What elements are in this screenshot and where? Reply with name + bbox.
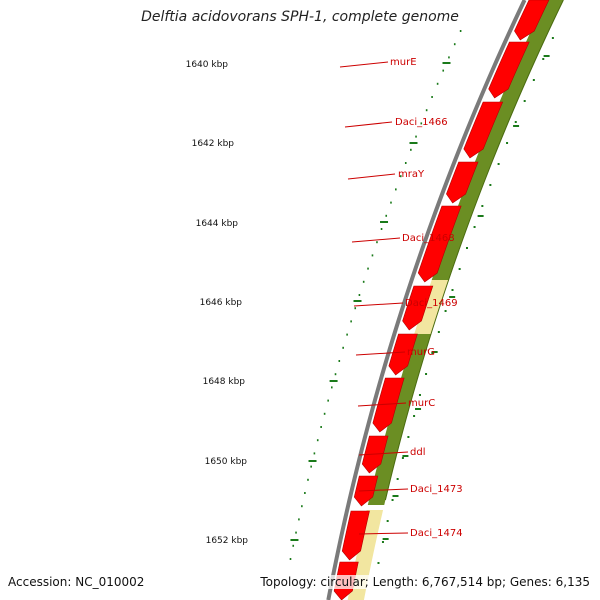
gene-label-murE: murE [390,57,417,68]
cds-arrow [417,205,462,283]
label-leader-line [355,351,406,356]
accession-text: Accession: NC_010002 [8,575,145,589]
gene-label-daci-1473: Daci_1473 [410,484,463,495]
gene-label-daci-1474: Daci_1474 [410,528,463,539]
gene-labels: murE Daci_1466 mraY Daci_1468 Daci_1469 … [339,57,463,539]
gene-label-daci-1468: Daci_1468 [402,233,455,244]
scale-label: 1640 kbp [186,60,229,70]
gene-label-daci-1466: Daci_1466 [395,117,448,128]
cog-segment [414,280,449,334]
cds-arrow [446,161,479,204]
gene-label-daci-1469: Daci_1469 [405,298,458,309]
map-title: Delftia acidovorans SPH-1, complete geno… [141,9,459,25]
cds-arrow [388,333,418,376]
scale-label: 1650 kbp [205,457,248,467]
gene-ticks [377,37,554,564]
label-leader-line [351,237,401,243]
gene-label-ddl: ddl [410,447,425,458]
cds-arrow [463,101,504,159]
label-leader-line [353,302,404,307]
topology-text: Topology: circular; Length: 6,767,514 bp… [260,575,590,589]
cds-arrow [372,377,405,433]
label-leader-line [344,121,393,128]
cog-segment [367,334,431,505]
scale-label: 1642 kbp [192,139,235,149]
gene-label-mraY: mraY [398,169,425,180]
label-leader-line [358,488,409,492]
scale-label: 1648 kbp [203,377,246,387]
scale-labels: 1640 kbp 1642 kbp 1644 kbp 1646 kbp 1648… [186,60,249,546]
cds-arrow [341,510,370,561]
label-leader-line [358,532,409,535]
scale-label: 1644 kbp [196,219,239,229]
label-leader-line [357,402,407,407]
label-leader-line [358,451,409,456]
scale-label: 1652 kbp [206,536,249,546]
cds-arrow [514,0,550,41]
cds-arrow [488,41,530,99]
cog-edge [384,0,564,501]
backbone-line [326,0,527,600]
scale-ticks [289,30,462,560]
gene-label-murG: murG [407,347,435,358]
cog-segment [366,505,385,510]
scale-label: 1646 kbp [200,298,243,308]
label-leader-line [347,173,396,180]
cog-track [347,0,564,600]
gene-label-murC: murC [408,398,435,409]
backbone-ring [326,0,527,600]
label-leader-line [339,61,389,68]
cds-arrow [402,285,434,331]
